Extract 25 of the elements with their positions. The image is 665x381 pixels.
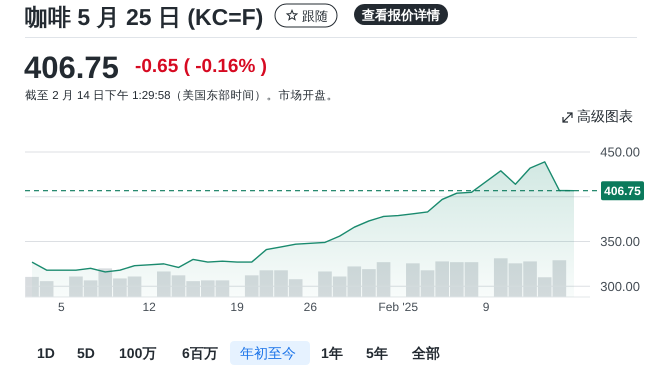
chart-subtitle: 截至 2 月 14 日下午 1:29:58（美国东部时间）。市场开盘。 [25,88,339,102]
x-tick-label: 12 [142,300,156,314]
text: 6百万 [182,345,218,361]
text: 5年 [366,345,388,361]
text: 5D [77,345,95,361]
chart-title: 咖啡 5 月 25 日 (KC=F) [25,4,264,30]
x-tick-label: 9 [482,300,490,314]
ref-line-label: 406.75 [604,184,642,198]
y-tick-label: 350.00 [600,234,640,250]
x-tick-label: 19 [230,300,244,314]
x-tick-label: 5 [58,300,65,314]
text: 高级图表 [577,108,633,124]
text: 406.75 [24,50,119,85]
text: 年初至今 [240,345,296,361]
text: 查看报价详情 [361,8,440,22]
text: 100万 [119,345,156,361]
x-tick-label: Feb '25 [378,300,418,314]
text: 1年 [321,345,343,361]
text: 全部 [411,345,440,361]
y-tick-label: 300.00 [600,278,640,294]
text: 跟随 [302,8,328,24]
y-tick-label: 450.00 [600,144,640,160]
text: -0.65 ( -0.16% ) [135,56,267,77]
text: 1D [37,345,55,361]
x-tick-label: 26 [304,300,318,314]
